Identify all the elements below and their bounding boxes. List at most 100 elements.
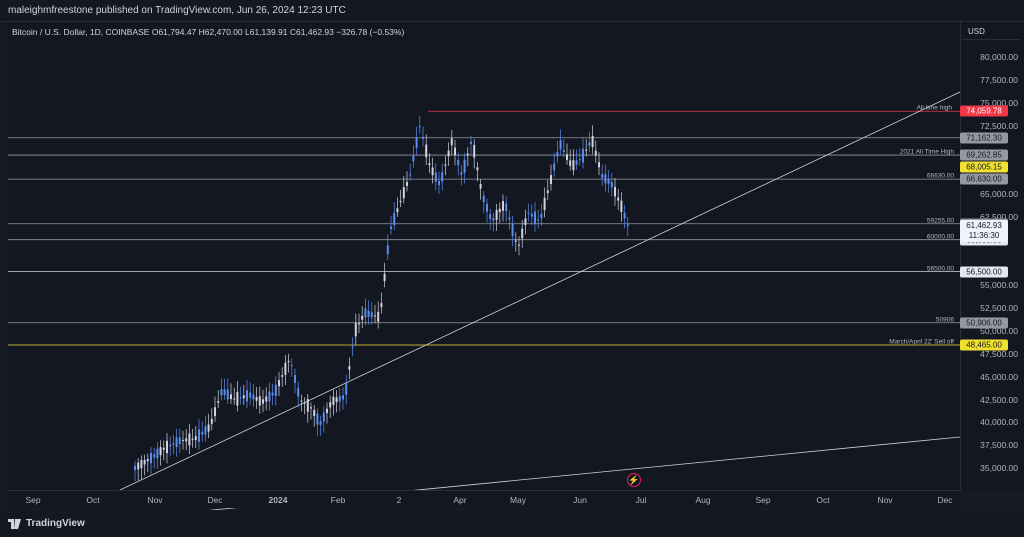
legend-open: O61,794.47 bbox=[151, 27, 197, 37]
price-tick: 40,000.00 bbox=[980, 417, 1018, 428]
time-label: Nov bbox=[877, 495, 893, 505]
candle-body bbox=[252, 394, 255, 400]
price-tick: 52,500.00 bbox=[980, 303, 1018, 314]
legend-change: −326.78 (−0.53%) bbox=[336, 27, 405, 37]
candle-body bbox=[620, 200, 623, 213]
candle-body bbox=[345, 382, 348, 395]
candle-body bbox=[242, 395, 245, 399]
candle-body bbox=[607, 179, 610, 185]
candle-body bbox=[409, 174, 412, 176]
candle-body bbox=[134, 465, 136, 471]
candle-body bbox=[287, 360, 290, 363]
candle-body bbox=[303, 402, 306, 404]
price-axis-label: 69,262.85 bbox=[960, 149, 1008, 161]
level-label: 60000.00 bbox=[926, 233, 954, 241]
candle-body bbox=[223, 389, 226, 395]
candle-body bbox=[364, 308, 367, 318]
candle-body bbox=[354, 322, 357, 337]
candle-body bbox=[559, 140, 562, 150]
candle-body bbox=[505, 203, 508, 212]
trendline-hidden bbox=[188, 360, 420, 490]
candle-body bbox=[185, 438, 188, 442]
candle-body bbox=[486, 203, 488, 212]
candle-body bbox=[396, 208, 399, 213]
price-tick: 37,500.00 bbox=[980, 440, 1018, 451]
candle-body bbox=[594, 150, 597, 156]
candle-body bbox=[588, 142, 591, 146]
candle-body bbox=[598, 162, 600, 168]
candle-body bbox=[214, 407, 216, 417]
time-label: 2 bbox=[396, 495, 402, 505]
candle-body bbox=[550, 175, 552, 184]
time-label: Sep bbox=[755, 495, 771, 505]
candle-body bbox=[332, 396, 335, 405]
candle-body bbox=[338, 395, 341, 402]
candle-body bbox=[585, 149, 588, 151]
candle-body bbox=[313, 409, 316, 416]
candle-body bbox=[543, 197, 546, 210]
lightning-icon[interactable]: ⚡ bbox=[627, 473, 641, 487]
candle-body bbox=[556, 151, 559, 157]
candle-body bbox=[470, 141, 472, 144]
candle-body bbox=[518, 244, 520, 246]
candle-body bbox=[239, 397, 242, 399]
time-axis[interactable] bbox=[8, 490, 960, 508]
currency-button[interactable]: USD bbox=[962, 24, 1020, 40]
candle-body bbox=[623, 212, 626, 219]
candle-body bbox=[188, 433, 191, 446]
price-axis-label: 56,500.00 bbox=[960, 266, 1008, 278]
candle-body bbox=[530, 213, 533, 217]
candle-body bbox=[172, 443, 175, 445]
candle-body bbox=[383, 273, 386, 282]
price-axis-label: 74,059.78 bbox=[960, 105, 1008, 117]
candle-body bbox=[527, 212, 530, 214]
chart-pane[interactable] bbox=[8, 22, 960, 490]
candle-body bbox=[447, 150, 450, 157]
candle-body bbox=[575, 160, 578, 165]
candle-body bbox=[466, 153, 469, 156]
candle-body bbox=[191, 438, 194, 440]
trendline-rising bbox=[119, 91, 961, 491]
candle-body bbox=[582, 148, 584, 163]
candle-body bbox=[278, 380, 280, 387]
candle-body bbox=[258, 396, 261, 406]
candle-body bbox=[153, 454, 156, 458]
candle-body bbox=[591, 135, 594, 147]
candle-body bbox=[438, 181, 440, 186]
candle-body bbox=[540, 213, 543, 219]
time-label: Apr bbox=[453, 495, 467, 505]
candle-body bbox=[495, 209, 498, 220]
candle-body bbox=[265, 396, 268, 402]
price-axis-label: 71,162.30 bbox=[960, 132, 1008, 144]
candle-body bbox=[521, 228, 524, 239]
candle-body bbox=[178, 437, 181, 444]
candle-body bbox=[393, 212, 396, 226]
price-axis[interactable] bbox=[960, 22, 1024, 490]
level-label: 59255.00 bbox=[926, 217, 954, 225]
legend-symbol: Bitcoin / U.S. Dollar, 1D, COINBASE bbox=[12, 27, 150, 37]
level-label: 66630.00 bbox=[926, 172, 954, 180]
candle-body bbox=[361, 315, 364, 320]
candle-body bbox=[370, 312, 373, 318]
candle-body bbox=[367, 310, 370, 318]
candle-body bbox=[626, 224, 629, 227]
price-axis-label: 66,630.00 bbox=[960, 173, 1008, 185]
candle-body bbox=[146, 459, 149, 462]
candle-body bbox=[226, 389, 229, 400]
time-label: Dec bbox=[207, 495, 223, 505]
candle-body bbox=[390, 226, 392, 230]
time-label: Oct bbox=[816, 495, 830, 505]
level-label: March/April 22' Sell off bbox=[889, 338, 954, 346]
candle-body bbox=[159, 447, 162, 456]
brand-name: TradingView bbox=[26, 518, 85, 529]
candle-body bbox=[201, 431, 204, 435]
tradingview-logo[interactable]: TradingView bbox=[8, 518, 85, 529]
candle-body bbox=[534, 211, 536, 224]
candle-body bbox=[351, 346, 354, 348]
candle-body bbox=[140, 460, 143, 469]
bar-countdown: 11:36:30 bbox=[968, 231, 1000, 241]
current-price: 61,462.93 bbox=[966, 221, 1002, 231]
candle-body bbox=[335, 397, 338, 403]
candle-body bbox=[498, 208, 501, 213]
